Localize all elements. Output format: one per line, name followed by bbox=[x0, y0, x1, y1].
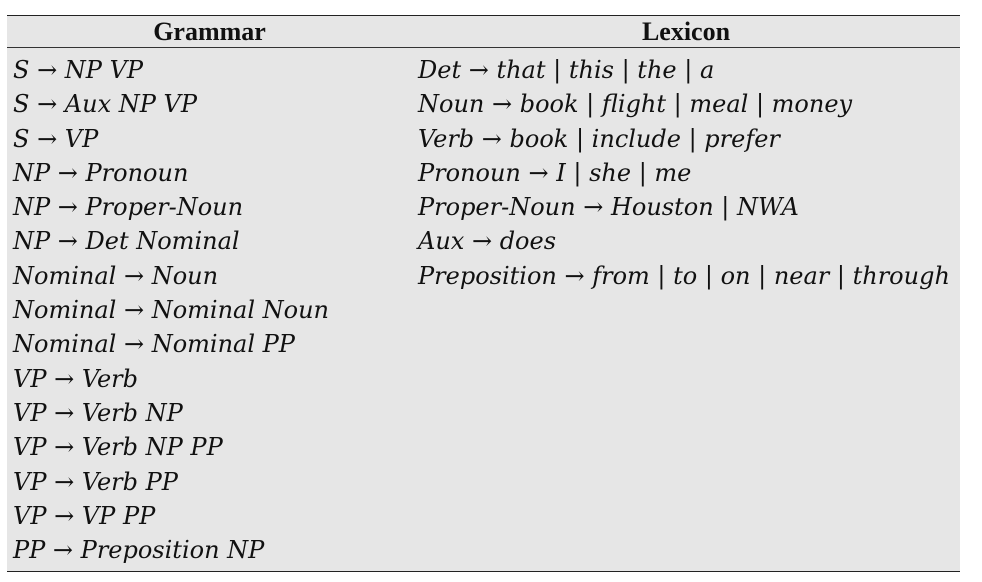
grammar-rule: VP → Verb PP bbox=[13, 467, 178, 496]
grammar-rule: NP → Det Nominal bbox=[13, 227, 240, 256]
table-header: Grammar Lexicon bbox=[7, 16, 960, 48]
grammar-rule: VP → Verb NP PP bbox=[13, 433, 223, 462]
grammar-rule: S → VP bbox=[13, 124, 99, 153]
lexicon-rule: Pronoun → I | she | me bbox=[418, 158, 692, 187]
grammar-lexicon-table: Grammar Lexicon S → NP VP S → Aux NP VP … bbox=[7, 15, 960, 573]
grammar-rule: Nominal → Nominal Noun bbox=[13, 296, 330, 325]
lexicon-rule: Verb → book | include | prefer bbox=[418, 124, 780, 153]
grammar-rule: VP → Verb NP bbox=[13, 398, 183, 427]
grammar-rule: Nominal → Nominal PP bbox=[13, 330, 295, 359]
grammar-rule: S → Aux NP VP bbox=[13, 90, 198, 119]
grammar-rule: VP → VP PP bbox=[13, 501, 156, 530]
grammar-rule: VP → Verb bbox=[13, 364, 139, 393]
grammar-rule: PP → Preposition NP bbox=[13, 536, 265, 565]
grammar-rule: S → NP VP bbox=[13, 56, 144, 84]
grammar-rule: Nominal → Noun bbox=[13, 261, 219, 290]
table-body: S → NP VP S → Aux NP VP S → VP NP → Pron… bbox=[7, 48, 960, 571]
lexicon-column: Det → that | this | the | a Noun → book … bbox=[412, 53, 960, 567]
grammar-rule: NP → Pronoun bbox=[13, 158, 189, 187]
lexicon-rule: Proper-Noun → Houston | NWA bbox=[418, 193, 799, 222]
lexicon-rule: Aux → does bbox=[418, 227, 557, 256]
lexicon-rule: Det → that | this | the | a bbox=[418, 56, 715, 84]
lexicon-rule: Noun → book | flight | meal | money bbox=[418, 90, 853, 119]
lexicon-column-header: Lexicon bbox=[641, 17, 731, 46]
grammar-column-header: Grammar bbox=[153, 17, 266, 46]
lexicon-rule: Preposition → from | to | on | near | th… bbox=[418, 261, 950, 290]
grammar-column: S → NP VP S → Aux NP VP S → VP NP → Pron… bbox=[7, 53, 412, 567]
grammar-rule: NP → Proper-Noun bbox=[13, 193, 244, 222]
